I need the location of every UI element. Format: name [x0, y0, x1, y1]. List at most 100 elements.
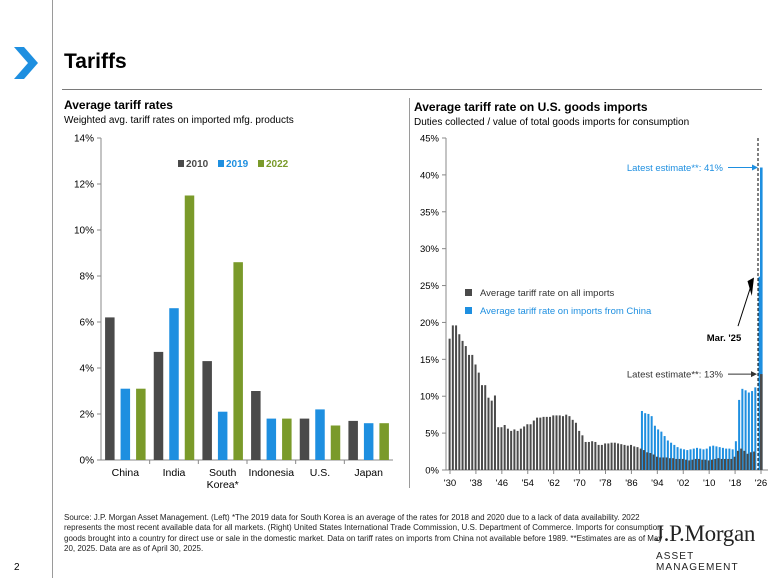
bar-all-imports: [584, 441, 587, 470]
bar-all-imports: [497, 427, 500, 470]
right-bar-chart: 0% 5% 10% 15% 20% 25% 30% 35% 40% 45% '30 '38 '46 '54…: [420, 134, 768, 489]
legend-label: 2019: [226, 159, 249, 170]
x-tick-label: '54: [522, 478, 534, 489]
bar-all-imports: [477, 372, 480, 470]
bar-china: [741, 388, 744, 470]
bar-china: [692, 448, 695, 470]
x-tick-label: '86: [625, 478, 637, 489]
x-tick-label: India: [163, 467, 186, 479]
bar-china: [728, 448, 731, 470]
bar-all-imports: [701, 459, 704, 470]
bar-all-imports: [594, 441, 597, 470]
bar-all-imports: [545, 416, 548, 470]
legend-swatch: [178, 160, 184, 167]
bar-all-imports: [730, 458, 733, 470]
y-tick-label: 6%: [80, 318, 95, 329]
bar-china: [640, 410, 643, 470]
y-tick-label: 8%: [80, 272, 95, 283]
y-tick-label: 40%: [420, 170, 440, 181]
bar-2019: [266, 418, 277, 460]
bar-all-imports: [665, 457, 668, 470]
y-tick-label: 10%: [420, 392, 440, 403]
bar-all-imports: [613, 442, 616, 470]
x-tick-label: '26: [755, 478, 767, 489]
bar-all-imports: [519, 428, 522, 470]
bar-all-imports: [685, 459, 688, 470]
bar-china: [676, 447, 679, 470]
bar-all-imports: [720, 458, 723, 470]
x-tick-label: '10: [703, 478, 715, 489]
bar-all-imports: [688, 460, 691, 470]
bar-all-imports: [542, 416, 545, 470]
bar-all-imports: [500, 427, 503, 470]
page-title: Tariffs: [64, 50, 127, 73]
bar-all-imports: [610, 442, 613, 470]
bar-china: [754, 387, 757, 470]
latest-estimate-china-label: Latest estimate**: 41%: [627, 163, 724, 174]
right-chart-subtitle: Duties collected / value of total goods …: [414, 117, 690, 128]
bar-2019: [315, 409, 325, 460]
bar-all-imports: [604, 443, 607, 470]
bar-china: [670, 442, 673, 470]
bar-all-imports: [552, 415, 555, 470]
bar-all-imports: [727, 458, 730, 470]
x-tick-label: Korea*: [207, 479, 239, 491]
bar-all-imports: [484, 385, 487, 470]
bar-all-imports: [558, 415, 561, 470]
bar-all-imports: [623, 444, 626, 470]
bar-china: [696, 447, 699, 470]
legend-label: Average tariff rate on imports from Chin…: [480, 306, 652, 317]
bar-all-imports: [480, 385, 484, 470]
x-tick-label: '02: [677, 478, 689, 489]
bar-all-imports: [743, 450, 746, 470]
bar-all-imports: [487, 397, 490, 470]
bar-all-imports: [526, 424, 529, 470]
bar-2022: [379, 423, 389, 460]
left-chart-title: Average tariff rates: [64, 98, 173, 112]
y-tick-label: 10%: [74, 226, 94, 237]
x-tick-label: '78: [599, 478, 611, 489]
bar-china: [699, 448, 702, 470]
x-tick-label: '46: [496, 478, 508, 489]
bar-all-imports: [490, 400, 493, 470]
bar-china: [679, 448, 682, 470]
chevron-right-icon: [14, 47, 38, 79]
bar-all-imports: [607, 443, 610, 470]
brand-subtitle: ASSET MANAGEMENT: [656, 551, 739, 573]
bar-all-imports: [711, 459, 714, 470]
bar-all-imports: [649, 453, 652, 470]
x-tick-label: '62: [547, 478, 559, 489]
left-margin-rule: [52, 0, 53, 578]
mar25-arrow: [737, 282, 753, 327]
y-tick-label: 35%: [420, 207, 440, 218]
bar-2019: [217, 411, 228, 460]
bar-all-imports: [468, 354, 471, 470]
bar-china: [660, 431, 663, 470]
y-tick-label: 4%: [80, 364, 95, 375]
bar-all-imports: [740, 448, 743, 470]
bar-china: [721, 447, 724, 470]
bar-all-imports: [681, 458, 684, 470]
bar-china: [689, 449, 692, 470]
bar-all-imports: [536, 417, 539, 470]
y-tick-label: 15%: [420, 355, 440, 366]
bar-all-imports: [574, 422, 577, 470]
bar-all-imports: [458, 334, 461, 470]
bar-all-imports: [549, 416, 552, 470]
bar-all-imports: [668, 458, 671, 470]
bar-all-imports: [733, 456, 736, 470]
y-tick-label: 20%: [420, 318, 440, 329]
bar-china: [663, 436, 666, 470]
bar-china: [686, 450, 689, 470]
bar-all-imports: [694, 458, 697, 470]
latest-estimate-all-label: Latest estimate**: 13%: [627, 370, 724, 381]
x-tick-label: Indonesia: [249, 467, 295, 479]
bar-all-imports: [600, 444, 603, 470]
bar-2022: [233, 262, 243, 460]
arrowhead-icon: [747, 277, 754, 296]
page-number: 2: [14, 562, 20, 573]
bar-all-imports: [581, 435, 584, 470]
bar-china: [718, 447, 721, 470]
arrowhead-icon: [752, 164, 758, 171]
bar-all-imports: [707, 460, 710, 470]
